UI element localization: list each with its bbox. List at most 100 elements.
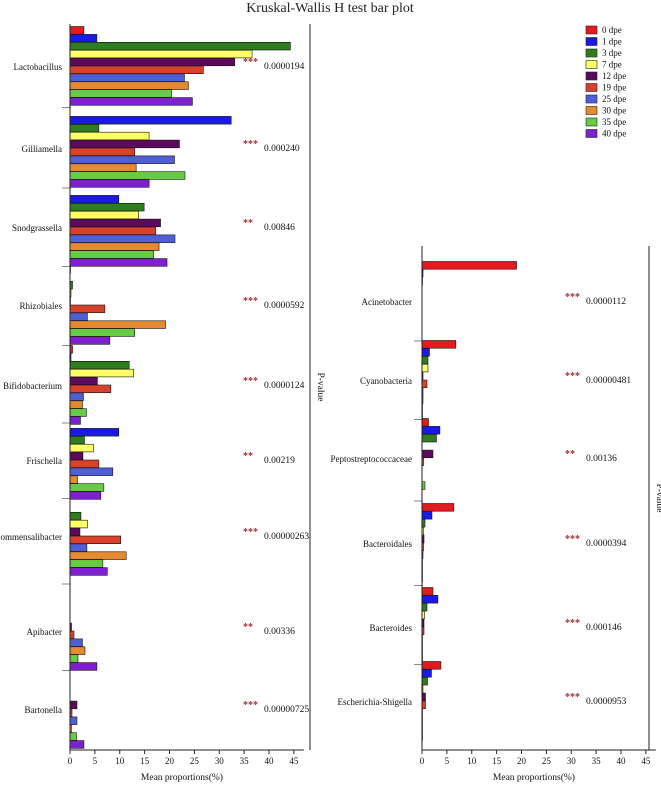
taxon-label: Bartonella	[25, 705, 63, 715]
significance-stars: ***	[243, 296, 258, 307]
bar	[69, 210, 139, 220]
bar	[69, 491, 102, 500]
x-tick-label: 15	[492, 756, 502, 766]
legend-label: 25 dpe	[602, 94, 626, 104]
taxon-label: Cyanobacteria	[360, 376, 412, 386]
bar	[69, 551, 127, 560]
x-tick-label: 30	[567, 756, 577, 766]
x-axis-label: Mean proportions(%)	[141, 772, 223, 783]
taxon-row: Peptostreptococcaceae ** 0.00136	[331, 418, 617, 502]
bar	[69, 41, 291, 51]
p-value-label: 0.0000124	[264, 381, 305, 391]
taxon-row: Snodgrassella ** 0.00846	[12, 195, 295, 267]
x-tick-label: 25	[190, 756, 200, 766]
bar	[69, 654, 79, 663]
bar	[69, 65, 204, 74]
significance-stars: **	[243, 622, 253, 633]
significance-stars: ***	[243, 376, 258, 387]
p-value-axis-label: P-value	[315, 372, 325, 401]
bar	[69, 218, 161, 228]
taxon-label: Bifidobacterium	[3, 381, 62, 391]
legend-item: 25 dpe	[585, 94, 626, 104]
x-axis-label: Mean proportions(%)	[493, 772, 575, 783]
legend-label: 40 dpe	[602, 129, 626, 139]
significance-stars: **	[243, 218, 253, 229]
bar	[421, 426, 441, 435]
bar	[421, 449, 434, 459]
bar	[69, 630, 75, 639]
legend-item: 3 dpe	[585, 48, 622, 58]
taxon-label: Escherichia-Shigella	[338, 697, 412, 707]
x-tick-label: 15	[140, 756, 150, 766]
legend-item: 12 dpe	[585, 71, 626, 81]
bar	[69, 147, 135, 156]
bar	[69, 360, 130, 370]
taxon-row: Lactobacillus *** 0.0000194	[14, 26, 305, 108]
bar	[421, 602, 428, 612]
taxon-label: Snodgrassella	[12, 223, 62, 233]
bar	[69, 483, 105, 492]
legend-item: 7 dpe	[585, 60, 622, 70]
bar	[421, 261, 517, 270]
bar	[421, 503, 455, 512]
bar	[69, 408, 87, 417]
significance-stars: ***	[565, 692, 580, 703]
bar	[69, 26, 85, 35]
bar	[69, 179, 150, 188]
bar	[69, 459, 100, 468]
legend-item: 1 dpe	[585, 37, 622, 47]
bar	[421, 587, 434, 596]
significance-stars: ***	[243, 57, 258, 68]
bar	[69, 384, 112, 393]
p-value-label: 0.00846	[264, 223, 295, 233]
bar	[421, 348, 430, 357]
x-tick-label: 0	[68, 756, 73, 766]
x-tick-label: 5	[93, 756, 98, 766]
legend-swatch	[585, 117, 598, 127]
taxon-label: Commensalibacter	[0, 532, 62, 542]
bar	[69, 646, 86, 655]
x-tick-label: 40	[617, 756, 627, 766]
legend-label: 1 dpe	[602, 37, 622, 47]
x-tick-label: 20	[517, 756, 527, 766]
p-value-label: 0.00000481	[586, 376, 631, 386]
bar	[69, 155, 175, 164]
p-value-label: 0.00000725	[264, 705, 309, 715]
bar	[69, 467, 114, 476]
bar	[69, 428, 120, 437]
bar	[69, 368, 134, 378]
legend-item: 19 dpe	[585, 83, 626, 93]
taxon-row: Bacteroides *** 0.000146	[370, 587, 622, 667]
significance-stars: ***	[243, 700, 258, 711]
p-value-label: 0.00219	[264, 456, 295, 466]
legend-label: 7 dpe	[602, 60, 622, 70]
p-value-label: 0.00136	[586, 454, 617, 464]
taxon-label: Bacteroides	[370, 623, 413, 633]
bar	[69, 312, 88, 321]
bar	[69, 662, 98, 671]
legend-swatch	[585, 37, 598, 46]
legend-swatch	[585, 106, 598, 115]
bar	[421, 511, 433, 520]
bar	[421, 669, 432, 678]
taxon-label: Apibacter	[27, 627, 62, 637]
bar	[69, 700, 78, 710]
legend-swatch	[585, 83, 598, 92]
p-value-axis-label: P-value	[654, 483, 661, 512]
significance-stars: ***	[565, 618, 580, 629]
taxon-row: Apibacter ** 0.00336	[27, 622, 295, 671]
bar	[69, 567, 108, 576]
legend-label: 35 dpe	[602, 117, 626, 127]
bar	[69, 320, 166, 329]
bar	[69, 203, 145, 212]
taxon-row: Frischella ** 0.00219	[27, 428, 295, 500]
bar	[69, 49, 253, 59]
bar	[69, 638, 83, 647]
bar	[421, 418, 429, 427]
significance-stars: ***	[565, 371, 580, 382]
legend-swatch	[585, 48, 598, 58]
bar	[421, 692, 426, 702]
x-tick-label: 35	[240, 756, 250, 766]
